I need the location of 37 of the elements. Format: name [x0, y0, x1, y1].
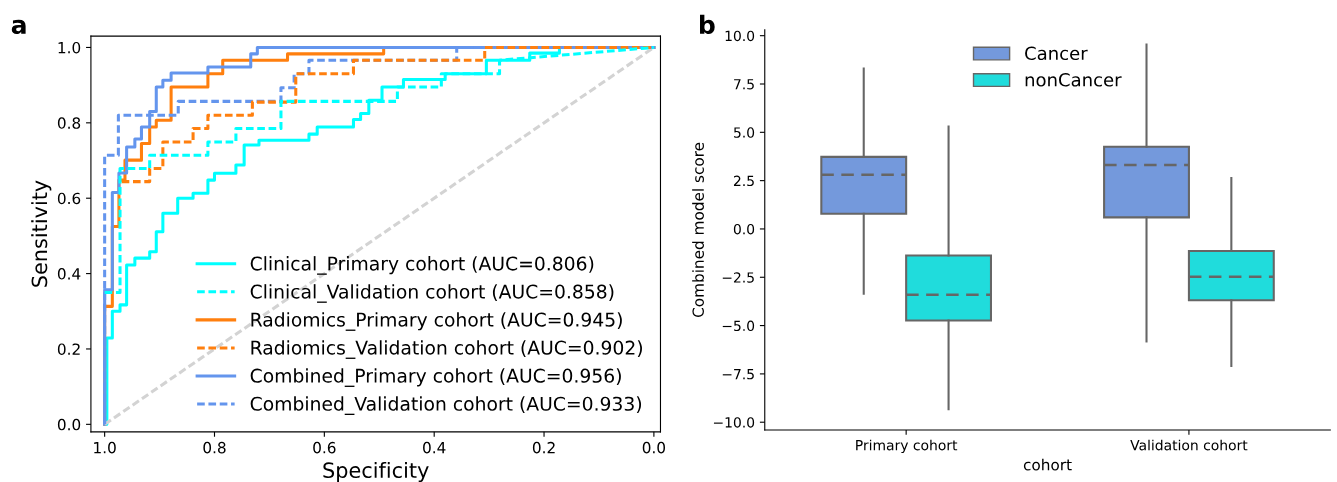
x-tick-label: 0.6 [313, 441, 336, 454]
legend-label: Clinical_Validation cohort (AUC=0.858) [250, 284, 614, 303]
y-tick-label: 0.6 [57, 192, 81, 205]
y-tick-label: 10.0 [725, 30, 755, 42]
x-tick-label: Primary cohort [856, 439, 958, 454]
y-axis-title: Sensitivity [31, 180, 52, 287]
x-tick-label: 0.4 [423, 441, 446, 454]
x-tick-label: 1.0 [94, 441, 116, 454]
y-tick-label: 0.0 [733, 223, 755, 235]
y-tick-label: −10.0 [713, 417, 755, 428]
chart-title: a [11, 19, 26, 35]
legend-label: Radiomics_Primary cohort (AUC=0.945) [251, 312, 622, 331]
y-tick-label: 2.5 [733, 175, 754, 187]
x-tick-label: 0.2 [532, 441, 555, 454]
x-tick-label: Validation cohort [1130, 439, 1248, 451]
legend-label: Radiomics_Validation cohort (AUC=0.902) [251, 340, 642, 359]
y-tick-label: −5.0 [722, 320, 755, 332]
y-tick-label: 0.4 [57, 268, 81, 280]
y-tick-label: −2.5 [722, 272, 754, 283]
y-tick-label: 0.8 [57, 117, 81, 129]
y-tick-label: 0.2 [57, 343, 80, 355]
y-tick-label: 0.0 [57, 418, 81, 431]
legend-label: Combined_Validation cohort (AUC=0.933) [250, 396, 642, 415]
x-tick-label: 0.8 [203, 441, 226, 454]
y-axis-title: Combined model score [692, 142, 704, 318]
x-axis-title: Specificity [323, 461, 429, 482]
y-tick-label: 5.0 [734, 127, 755, 138]
y-tick-label: 7.5 [734, 79, 754, 90]
y-tick-label: 1.0 [58, 41, 81, 54]
legend-label: nonCancer [1025, 72, 1122, 87]
x-tick-label: 0.0 [642, 441, 666, 454]
legend-label: Cancer [1025, 46, 1088, 61]
legend-label: Combined_Primary cohort (AUC=0.956) [250, 368, 621, 387]
y-tick-label: −7.5 [722, 369, 754, 380]
legend-label: Clinical_Primary cohort (AUC=0.806) [250, 256, 594, 275]
chart-title: b [700, 14, 715, 35]
x-axis-title: cohort [1023, 458, 1072, 471]
